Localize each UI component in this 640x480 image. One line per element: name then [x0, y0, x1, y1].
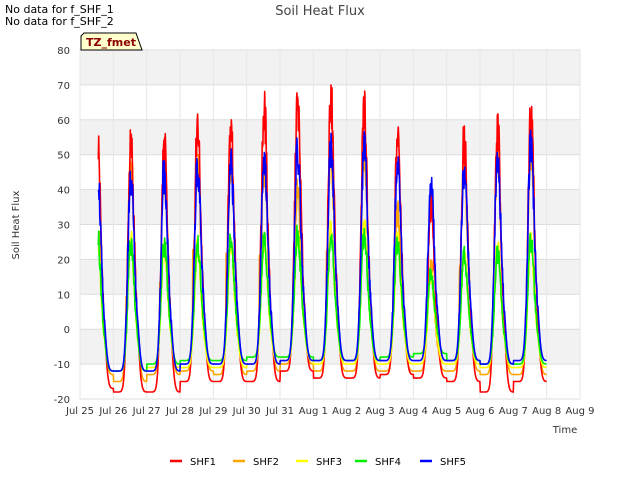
y-tick-label: 20	[57, 255, 70, 266]
x-tick-label: Aug 2	[332, 406, 361, 417]
no-data-note-2: No data for f_SHF_2	[5, 15, 114, 28]
y-tick-label: -20	[54, 395, 70, 406]
x-tick-label: Jul 29	[198, 406, 227, 417]
x-tick-label: Aug 1	[299, 406, 328, 417]
y-tick-label: 0	[64, 325, 70, 336]
y-tick-label: 10	[57, 290, 70, 301]
plot-band	[80, 259, 580, 295]
x-tick-label: Aug 7	[499, 406, 528, 417]
x-tick-label: Aug 4	[399, 406, 428, 417]
x-tick-label: Aug 8	[532, 406, 561, 417]
tz-label-box: TZ_fmet	[80, 32, 143, 51]
y-tick-label: 60	[57, 116, 70, 127]
x-tick-label: Jul 31	[265, 406, 294, 417]
no-data-note-1: No data for f_SHF_1	[5, 3, 114, 16]
plot-band	[80, 329, 580, 365]
legend-label-shf4: SHF4	[375, 457, 401, 468]
x-tick-label: Jul 25	[65, 406, 94, 417]
x-tick-label: Aug 5	[432, 406, 461, 417]
chart-title: Soil Heat Flux	[275, 4, 365, 19]
x-tick-label: Jul 27	[132, 406, 161, 417]
x-tick-label: Jul 26	[98, 406, 127, 417]
series-line-shf5	[97, 129, 548, 372]
y-tick-label: -10	[54, 360, 70, 371]
x-tick-label: Aug 9	[565, 406, 594, 417]
plot-band	[80, 50, 580, 85]
tz-label: TZ_fmet	[86, 36, 136, 49]
y-axis-label: Soil Heat Flux	[11, 190, 22, 259]
legend: SHF1 SHF2 SHF3 SHF4 SHF5	[170, 457, 466, 468]
y-tick-label: 40	[57, 186, 70, 197]
x-axis-label: Time	[552, 425, 577, 436]
y-tick-label: 30	[57, 221, 70, 232]
legend-label-shf2: SHF2	[253, 457, 279, 468]
legend-label-shf1: SHF1	[190, 457, 216, 468]
x-tick-label: Aug 6	[465, 406, 494, 417]
y-tick-label: 80	[57, 46, 70, 57]
x-tick-label: Aug 3	[365, 406, 394, 417]
y-tick-label: 50	[57, 151, 70, 162]
x-tick-label: Jul 30	[232, 406, 261, 417]
plot-band	[80, 189, 580, 225]
legend-label-shf3: SHF3	[316, 457, 342, 468]
legend-label-shf5: SHF5	[440, 457, 466, 468]
y-tick-label: 70	[57, 81, 70, 92]
x-tick-label: Jul 28	[165, 406, 194, 417]
